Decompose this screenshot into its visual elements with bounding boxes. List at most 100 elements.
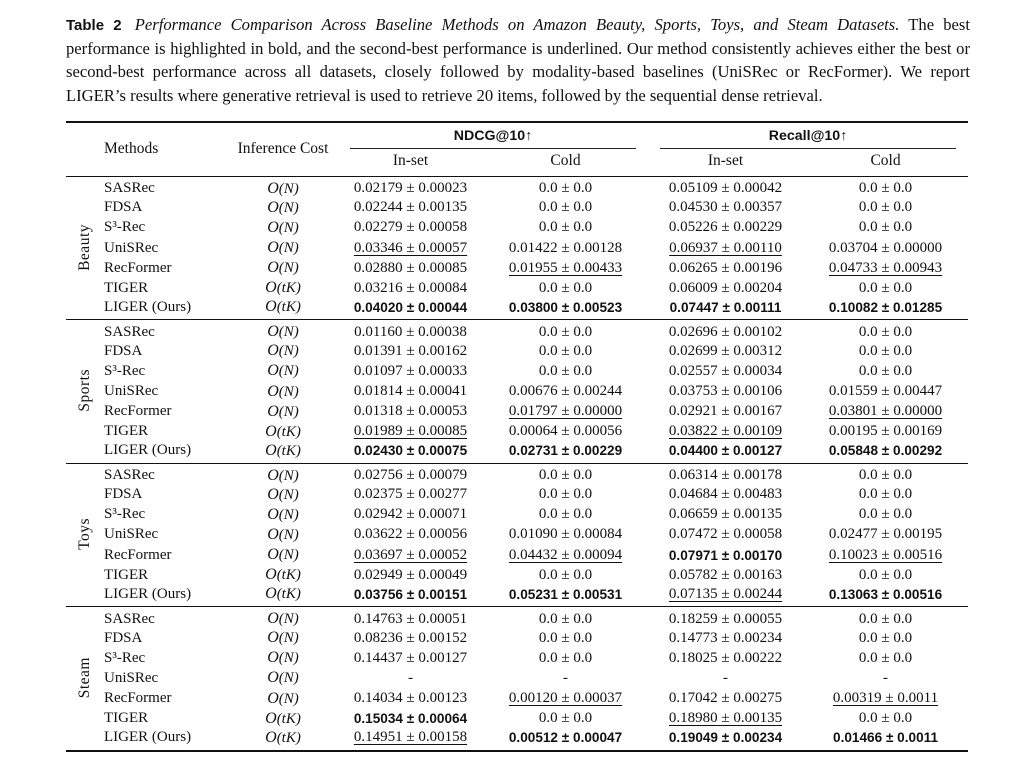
metric-value: 0.0 ± 0.0 [538,362,593,379]
table-row: Sports SASRec O(N) 0.01160 ± 0.00038 0.0 ± 0… [66,320,968,412]
inference-cost: O(N) [228,361,338,381]
metric-value: 0.02430 ± 0.00075 [353,443,468,459]
subheader-recall-cold: Cold [870,151,901,169]
method-name: LIGER (Ours) [104,442,192,459]
metric-value: 0.0 ± 0.0 [538,629,593,646]
metric-value: 0.0 ± 0.0 [858,323,913,340]
metric-value: 0.01797 ± 0.00000 [508,403,623,420]
subheader-ndcg-inset: In-set [392,151,429,169]
recall-group-label: Recall@10↑ [768,127,848,144]
method-name: FDSA [104,199,143,216]
inference-cost: O(tK) [228,278,338,298]
method-name: FDSA [104,342,143,359]
inference-cost: O(tK) [228,422,338,442]
inference-cost: O(tK) [228,709,338,729]
metric-value: 0.0 ± 0.0 [538,710,593,727]
big-o-symbol: O [267,689,279,707]
method-name: SASRec [104,323,155,340]
big-o-symbol: O [267,342,279,360]
metric-value: 0.0 ± 0.0 [538,467,593,484]
method-name: TIGER [104,423,149,440]
inference-cost: O(N) [228,545,338,565]
inference-cost: O(tK) [228,565,338,585]
table-header: Methods Inference Cost NDCG@10↑ Recall@1… [66,122,969,177]
metric-value: 0.05231 ± 0.00531 [508,586,623,602]
metric-value: 0.01466 ± 0.0011 [833,730,939,746]
metric-value: 0.03697 ± 0.00052 [353,546,468,563]
dataset-label: Steam [66,607,104,751]
metric-value: 0.03800 ± 0.00523 [508,299,623,315]
big-o-argument: (N) [278,363,299,380]
table-row: Toys SASRec O(N) 0.02756 ± 0.00079 0.0 ± 0.0… [66,463,968,550]
big-o-symbol: O [267,629,279,647]
inference-cost: O(N) [228,525,338,545]
big-o-symbol: O [267,362,279,380]
dataset-section-steam: Steam SASRec O(N) 0.14763 ± 0.00051 0.0 ± 0.… [66,606,969,751]
metric-value: 0.01391 ± 0.00162 [353,342,468,359]
metric-value: 0.0 ± 0.0 [538,180,593,197]
big-o-argument: (N) [278,467,299,484]
table-row: Steam SASRec O(N) 0.14763 ± 0.00051 0.0 ± 0.… [66,607,968,698]
metric-value: 0.03822 ± 0.00109 [668,423,783,440]
metric-value: 0.02731 ± 0.00229 [508,443,623,459]
big-o-symbol: O [267,259,279,277]
big-o-symbol: O [267,179,279,197]
inference-cost: O(N) [228,463,338,485]
metric-value: 0.14763 ± 0.00051 [353,610,468,627]
inference-cost: O(N) [228,381,338,401]
metric-value: 0.00195 ± 0.00169 [828,423,943,440]
big-o-symbol: O [265,566,277,584]
method-name: FDSA [104,486,143,503]
inference-cost: O(tK) [228,442,338,464]
inference-cost: O(N) [228,668,338,688]
table-row: S³-Rec O(N) 0.01097 ± 0.00033 0.0 ± 0.0 0.02… [66,361,968,381]
metric-value: 0.03346 ± 0.00057 [353,239,468,256]
method-name: RecFormer [104,546,172,563]
big-o-argument: (N) [278,240,299,257]
recall-group-header: Recall@10↑ [648,122,968,149]
method-name: LIGER (Ours) [104,585,192,602]
big-o-argument: (N) [278,180,299,197]
dataset-label-text: Sports [76,369,93,412]
inference-cost: O(N) [228,607,338,629]
metric-value: 0.0 ± 0.0 [858,199,913,216]
big-o-symbol: O [267,669,279,687]
metric-value: 0.0 ± 0.0 [538,486,593,503]
metric-value: 0.04432 ± 0.00094 [508,546,623,563]
big-o-argument: (N) [278,547,299,564]
inference-cost: O(N) [228,402,338,422]
method-name: LIGER (Ours) [104,729,192,746]
table-row: LIGER (Ours) O(tK) 0.04020 ± 0.00044 0.0380… [66,298,968,320]
big-o-argument: (tK) [276,423,301,440]
dataset-label-text: Toys [76,518,93,550]
dataset-section-sports: Sports SASRec O(N) 0.01160 ± 0.00038 0.0 ± 0… [66,319,969,464]
method-name: TIGER [104,710,149,727]
big-o-argument: (N) [278,260,299,277]
paper-page: Table 2 Performance Comparison Across Ba… [66,15,970,752]
metric-value: 0.01097 ± 0.00033 [353,362,468,379]
metric-value: 0.06265 ± 0.00196 [668,259,783,276]
metric-value: 0.01160 ± 0.00038 [354,323,467,340]
caption-body: The best performance is highlighted in b… [66,15,970,105]
results-table: Methods Inference Cost NDCG@10↑ Recall@1… [66,120,969,752]
metric-value: 0.01989 ± 0.00085 [353,423,468,440]
table-row: TIGER O(tK) 0.01989 ± 0.00085 0.00064 ± 0.0… [66,422,968,442]
metric-value: 0.07971 ± 0.00170 [668,547,783,563]
metric-value: 0.0 ± 0.0 [538,610,593,627]
metric-value: 0.0 ± 0.0 [858,610,913,627]
big-o-symbol: O [265,298,277,316]
metric-value: 0.02179 ± 0.00023 [353,180,468,197]
dataset-label: Sports [66,320,104,463]
metric-value: 0.0 ± 0.0 [538,506,593,523]
big-o-symbol: O [267,546,279,564]
big-o-argument: (N) [278,199,299,216]
metric-value: 0.04684 ± 0.00483 [668,486,783,503]
metric-value: 0.08236 ± 0.00152 [353,629,468,646]
big-o-argument: (N) [278,630,299,647]
ndcg-group-label: NDCG@10↑ [453,127,533,144]
inference-cost: O(N) [228,341,338,361]
metric-value: 0.0 ± 0.0 [858,467,913,484]
big-o-symbol: O [267,610,279,628]
table-row: RecFormer O(N) 0.03697 ± 0.00052 0.04432 ± … [66,545,968,565]
big-o-argument: (tK) [276,567,301,584]
